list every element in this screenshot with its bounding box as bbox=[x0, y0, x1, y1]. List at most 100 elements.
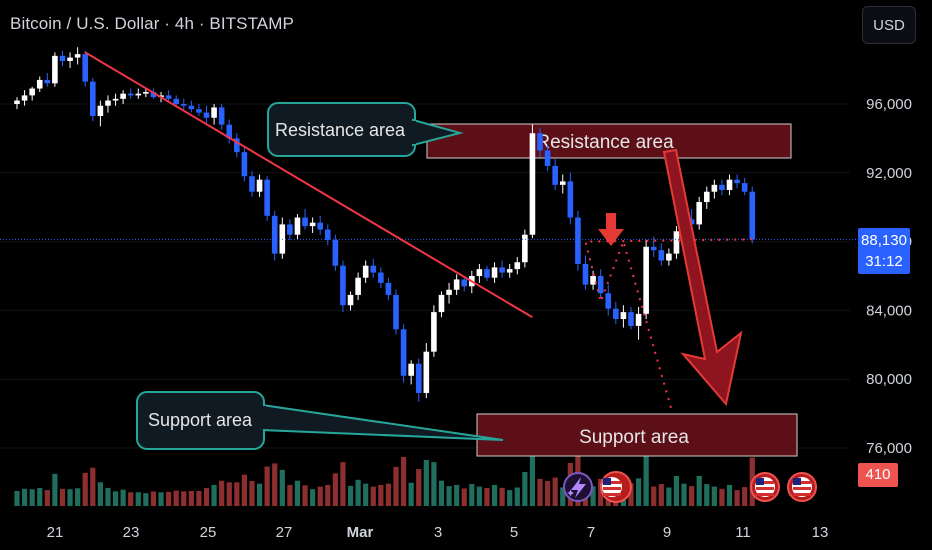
us-flag-event-icon-3 bbox=[787, 472, 817, 502]
candle-body bbox=[309, 222, 316, 227]
candle-body bbox=[423, 351, 430, 393]
candle-body bbox=[188, 105, 195, 110]
volume-bar bbox=[196, 490, 202, 506]
candle-body bbox=[711, 184, 718, 192]
candle-body bbox=[203, 112, 210, 118]
resistance-zone[interactable] bbox=[426, 123, 792, 159]
support-callout-label: Support area bbox=[148, 410, 253, 430]
volume-bar bbox=[14, 490, 20, 506]
volume-bar bbox=[719, 488, 725, 506]
candle-body bbox=[628, 312, 634, 326]
candle-body bbox=[605, 293, 612, 309]
candle-body bbox=[734, 179, 740, 184]
volume-bar bbox=[461, 488, 467, 506]
us-flag-event-icon-2 bbox=[750, 472, 780, 502]
volume-badge: 410 bbox=[858, 463, 898, 487]
big-down-arrow-icon[interactable] bbox=[662, 148, 743, 407]
down-arrow-icon bbox=[598, 213, 624, 246]
volume-bar bbox=[332, 473, 338, 506]
currency-button[interactable]: USD bbox=[862, 6, 916, 44]
volume-bar bbox=[355, 479, 361, 506]
symbol-title: Bitcoin / U.S. Dollar · 4h · BITSTAMP bbox=[10, 14, 294, 33]
volume-bar bbox=[128, 492, 134, 506]
volume-bar bbox=[711, 486, 717, 506]
projection-path[interactable] bbox=[584, 238, 753, 414]
volume-bar bbox=[325, 484, 331, 506]
candle-body bbox=[332, 239, 339, 266]
volume-bar bbox=[704, 484, 710, 506]
candle-body bbox=[44, 79, 51, 84]
volume-bar bbox=[226, 482, 232, 506]
candle-body bbox=[643, 246, 649, 314]
volume-bar bbox=[363, 483, 369, 506]
volume-bar bbox=[393, 466, 399, 506]
candle-body bbox=[287, 224, 293, 235]
candle-body bbox=[234, 138, 240, 153]
candle-body bbox=[52, 55, 58, 84]
volume-bar bbox=[44, 490, 50, 506]
candle-body bbox=[453, 279, 460, 290]
volume-bar bbox=[310, 489, 316, 506]
candle-body bbox=[484, 269, 490, 278]
volume-bar bbox=[734, 490, 740, 506]
volume-bar bbox=[203, 487, 210, 506]
volume-bar bbox=[726, 484, 733, 506]
time-tick-label: 3 bbox=[434, 524, 442, 541]
candle-body bbox=[613, 308, 619, 319]
resistance-callout-label: Resistance area bbox=[275, 120, 406, 140]
candle-body bbox=[317, 222, 323, 230]
volume-bar bbox=[742, 487, 748, 506]
lightning-event-icon: ✦ bbox=[563, 472, 593, 502]
support-zone[interactable] bbox=[476, 413, 798, 457]
volume-bar bbox=[166, 491, 172, 506]
volume-bar bbox=[294, 480, 301, 506]
resistance-callout[interactable]: Resistance area bbox=[267, 102, 464, 157]
support-callout[interactable]: Support area bbox=[136, 391, 504, 450]
candle-body bbox=[36, 79, 43, 89]
candle-body bbox=[82, 54, 89, 82]
volume-bar bbox=[378, 484, 384, 506]
volume-bar bbox=[181, 491, 187, 506]
candle-body bbox=[90, 81, 96, 117]
event-markers[interactable]: ✦ bbox=[563, 471, 817, 503]
volume-bar bbox=[272, 463, 278, 506]
descending-trendline[interactable] bbox=[84, 51, 533, 319]
time-tick-label: 5 bbox=[510, 524, 518, 541]
support-zone-label: Support area bbox=[579, 427, 689, 448]
candle-body bbox=[741, 183, 748, 192]
candle-body bbox=[597, 276, 604, 294]
volume-bar bbox=[552, 477, 558, 506]
volume-bar bbox=[431, 462, 437, 506]
candle-body bbox=[249, 176, 255, 192]
volume-bar bbox=[29, 489, 35, 506]
candle-body bbox=[400, 329, 407, 376]
candle-body bbox=[537, 133, 543, 151]
volume-bar bbox=[249, 481, 255, 506]
time-tick-label: 11 bbox=[735, 524, 751, 541]
volume-bar bbox=[135, 492, 141, 506]
candle-body bbox=[703, 191, 710, 203]
candle-body bbox=[567, 181, 574, 218]
time-tick-label: 23 bbox=[123, 524, 140, 541]
last-price-badge: 88,130 31:12 bbox=[858, 228, 910, 274]
last-price-value: 88,130 bbox=[861, 232, 907, 249]
volume-bar bbox=[347, 485, 354, 506]
volume-bar bbox=[681, 483, 687, 506]
candle-body bbox=[21, 95, 28, 101]
candle-body bbox=[461, 279, 468, 287]
candle-body bbox=[559, 181, 566, 185]
volume-bar bbox=[234, 482, 240, 506]
candle-body bbox=[529, 133, 536, 235]
volume-bar bbox=[143, 493, 149, 506]
volume-bar bbox=[317, 486, 323, 506]
candle-body bbox=[226, 124, 233, 139]
volume-bar bbox=[438, 480, 445, 506]
time-tick-label: 21 bbox=[47, 524, 64, 541]
volume-bar bbox=[491, 484, 498, 506]
candle-body bbox=[256, 179, 263, 192]
candle-body bbox=[127, 93, 134, 96]
volume-bar bbox=[499, 487, 505, 506]
volume-bar bbox=[507, 490, 513, 506]
